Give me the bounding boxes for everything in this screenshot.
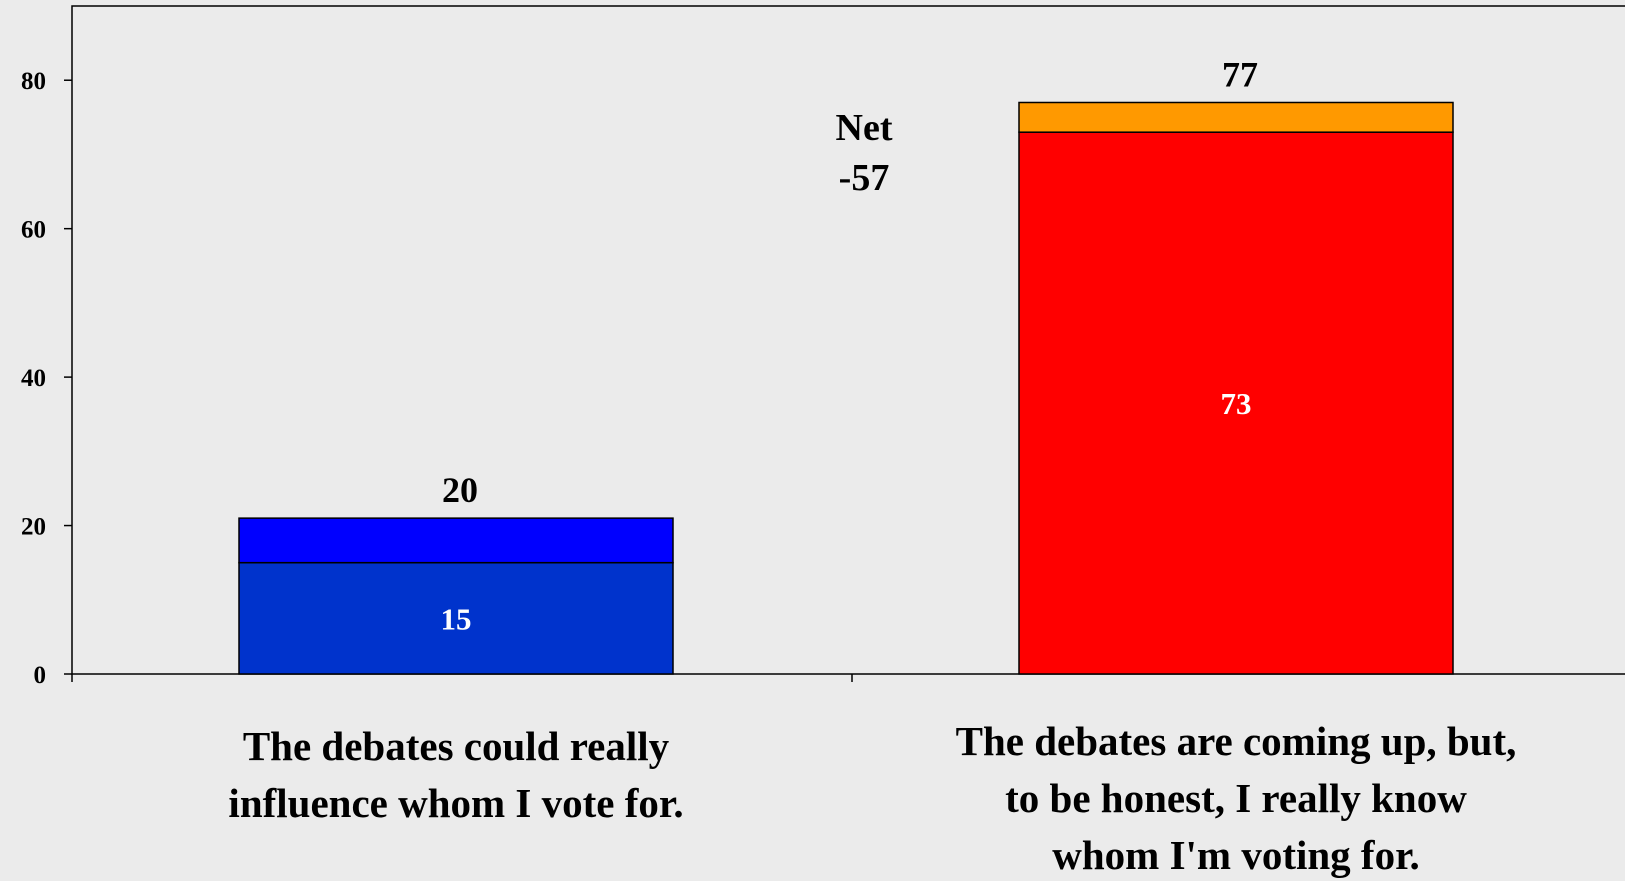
- bar-segment: [1018, 131, 1454, 675]
- bar-segment: [1018, 101, 1454, 133]
- labels: 15 20 The debates could really influence wh…: [228, 54, 1516, 878]
- bar-total-label: 20: [442, 470, 478, 510]
- x-category-label: whom I'm voting for.: [1052, 832, 1420, 878]
- bar-inner-label: 15: [441, 601, 472, 636]
- x-category-label: influence whom I vote for.: [228, 780, 683, 826]
- net-annotation: Net: [836, 107, 893, 149]
- bar-segment: [238, 517, 674, 564]
- x-category-label: to be honest, I really know: [1005, 775, 1467, 821]
- y-tick-label: 40: [21, 365, 46, 392]
- y-tick-label: 80: [21, 68, 46, 95]
- bar-segment: [238, 561, 674, 675]
- net-annotation: -57: [839, 157, 890, 199]
- y-tick-label: 0: [34, 662, 47, 689]
- y-tick-label: 20: [21, 514, 46, 541]
- x-category-label: The debates could really: [243, 723, 670, 769]
- x-category-label: The debates are coming up, but,: [956, 718, 1517, 764]
- bars: [238, 101, 1454, 675]
- y-tick-label: 60: [21, 217, 46, 244]
- bar-inner-label: 73: [1221, 386, 1252, 421]
- x-axis: [71, 674, 853, 682]
- bar-total-label: 77: [1222, 54, 1258, 94]
- y-axis: 0 20 40 60 80: [21, 68, 72, 689]
